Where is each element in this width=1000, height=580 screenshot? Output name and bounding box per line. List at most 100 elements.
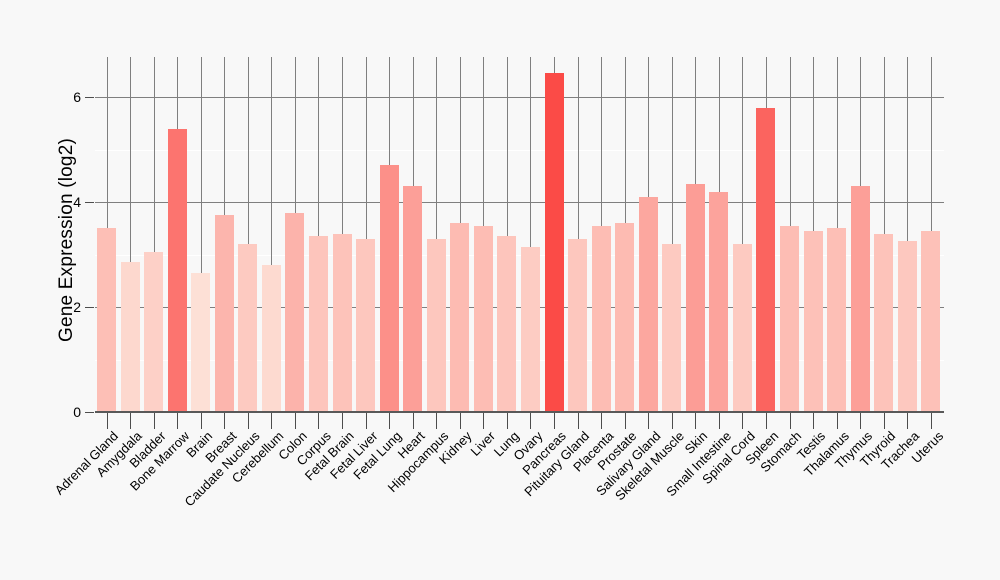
horizontal-major-gridline (95, 97, 944, 98)
horizontal-minor-gridline (95, 149, 944, 151)
bar (756, 107, 776, 412)
vertical-gridline (506, 57, 508, 412)
vertical-gridline (130, 57, 132, 412)
x-axis-tick (200, 413, 202, 429)
x-axis-tick (554, 413, 555, 429)
horizontal-major-gridline (95, 307, 944, 308)
bar (921, 230, 941, 412)
x-axis-tick (483, 413, 485, 429)
vertical-gridline (271, 57, 273, 412)
x-axis-tick (789, 413, 791, 429)
x-axis-tick (624, 413, 626, 429)
x-axis-tick (294, 413, 296, 429)
bar (662, 244, 682, 412)
vertical-gridline (247, 57, 249, 412)
x-axis-tick (648, 413, 650, 429)
bar (308, 236, 328, 412)
x-axis-tick (671, 413, 673, 429)
bar (803, 230, 823, 412)
y-tick-label: 6 (73, 89, 81, 105)
x-axis-tick (813, 413, 815, 429)
bar (167, 128, 187, 412)
bar (732, 244, 752, 412)
bar (473, 225, 493, 412)
bar (615, 223, 635, 412)
x-axis-tick (718, 413, 720, 429)
y-axis-tick (85, 412, 94, 413)
bar (214, 215, 234, 412)
y-axis-tick (85, 307, 94, 308)
x-axis-tick (365, 413, 367, 429)
bar (497, 236, 517, 412)
vertical-gridline (436, 57, 438, 412)
horizontal-minor-gridline (95, 359, 944, 361)
x-axis-tick (530, 413, 532, 429)
horizontal-major-gridline (95, 202, 944, 203)
x-axis-tick (224, 413, 226, 429)
vertical-gridline (577, 57, 579, 412)
x-axis-tick (907, 413, 909, 429)
x-axis-tick (130, 413, 132, 429)
bar (285, 212, 305, 412)
y-axis-tick (85, 97, 94, 98)
vertical-gridline (365, 57, 367, 412)
x-axis-tick (106, 413, 108, 429)
x-axis-tick (765, 413, 767, 429)
x-axis-tick (459, 413, 461, 429)
bar (238, 244, 258, 412)
x-axis-tick (153, 413, 155, 429)
vertical-gridline (671, 57, 673, 412)
x-axis-tick (577, 413, 579, 429)
bar (403, 186, 423, 412)
horizontal-minor-gridline (95, 254, 944, 256)
y-axis-tick (85, 202, 94, 203)
x-axis-tick (177, 413, 179, 429)
x-axis-tick (247, 413, 249, 429)
x-axis-tick (836, 413, 838, 429)
vertical-gridline (742, 57, 744, 412)
y-tick-label: 0 (73, 404, 81, 420)
x-axis-tick (271, 413, 273, 429)
bar (897, 241, 917, 412)
x-axis-tick (601, 413, 603, 429)
vertical-gridline (200, 57, 202, 412)
bar (450, 223, 470, 412)
x-axis-tick (506, 413, 508, 429)
vertical-gridline (907, 57, 909, 412)
bar (426, 238, 446, 412)
bar (356, 238, 376, 412)
bar (544, 73, 564, 412)
bar (332, 233, 352, 412)
bar (379, 165, 399, 412)
bar (97, 228, 116, 412)
bar (827, 228, 847, 412)
bar (191, 272, 211, 412)
vertical-gridline (318, 57, 320, 412)
bar (261, 265, 281, 412)
bar (144, 251, 164, 412)
x-axis-tick (695, 413, 697, 429)
x-axis-tick (860, 413, 862, 429)
bar (709, 191, 729, 412)
x-axis-tick (389, 413, 391, 429)
y-tick-label: 2 (73, 299, 81, 315)
bar (120, 262, 140, 412)
x-axis-tick (342, 413, 344, 429)
bar (685, 183, 705, 412)
vertical-gridline (530, 57, 532, 412)
bar (780, 225, 800, 412)
bar (520, 246, 540, 412)
bar (874, 233, 894, 412)
x-axis-tick (318, 413, 320, 429)
x-axis-line (95, 411, 944, 413)
vertical-gridline (153, 57, 155, 412)
x-axis-tick (436, 413, 438, 429)
bar (638, 196, 658, 412)
x-axis-tick (412, 413, 414, 429)
x-axis-tick (883, 413, 885, 429)
x-axis-tick (930, 413, 932, 429)
y-tick-label: 4 (73, 194, 81, 210)
x-axis-tick (742, 413, 744, 429)
bar (591, 225, 611, 412)
